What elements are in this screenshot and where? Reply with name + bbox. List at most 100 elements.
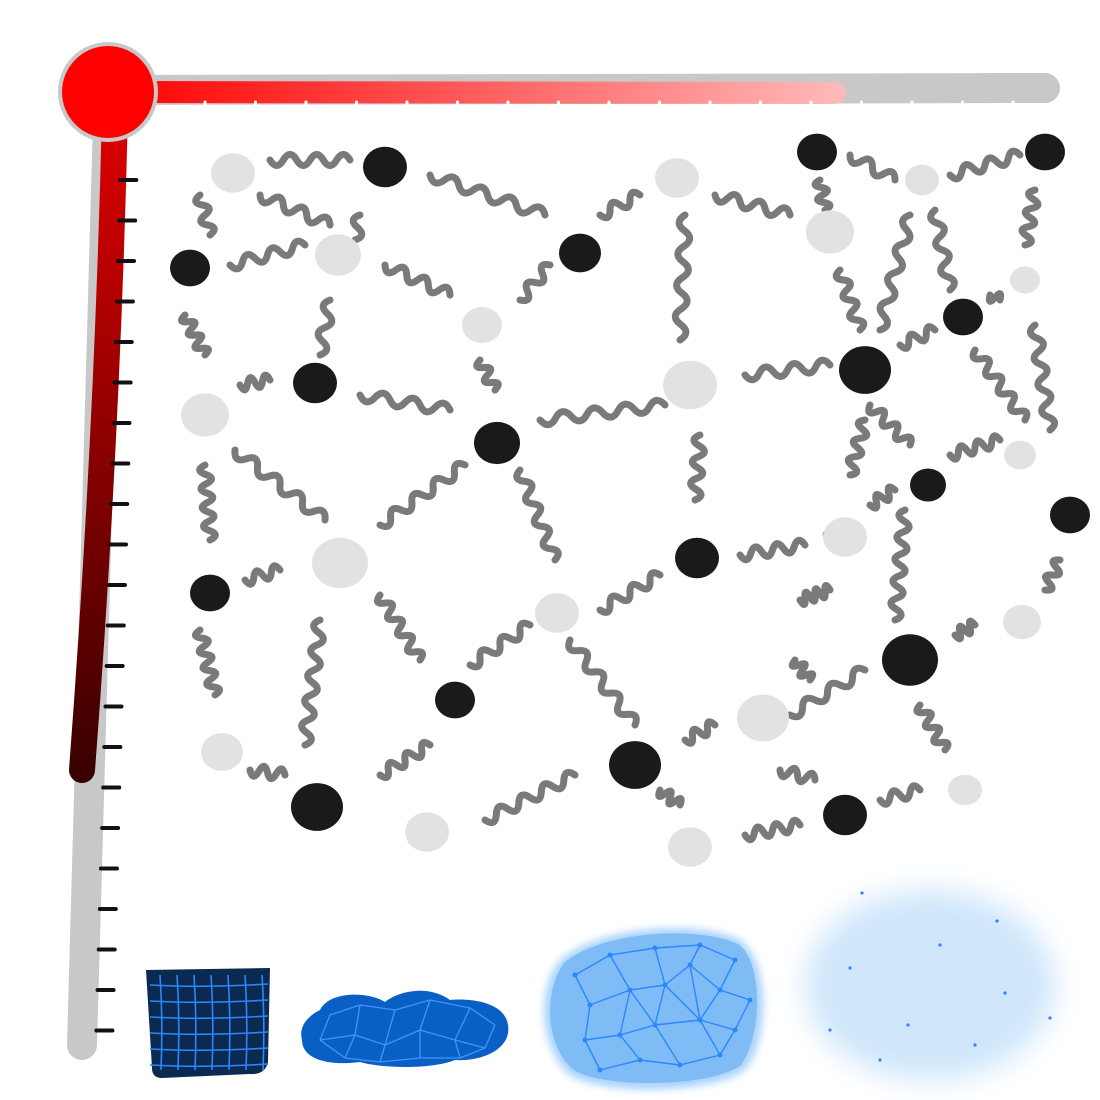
- mesh-edge: [419, 999, 431, 1031]
- crosslink-node: [1050, 496, 1090, 534]
- mesh-edge: [379, 1044, 386, 1063]
- mesh-edge: [584, 1004, 591, 1041]
- free-node: [806, 210, 854, 254]
- triangle-network-mesh: [572, 942, 753, 1073]
- scatter-dot: [1003, 991, 1007, 995]
- mesh-edge: [689, 964, 701, 1021]
- mesh-edge: [689, 964, 721, 991]
- mesh-edge: [319, 1014, 331, 1041]
- mesh-edge: [454, 1039, 486, 1049]
- polymer-chain: [241, 562, 284, 588]
- polymer-chain: [1026, 321, 1059, 434]
- mesh-edge: [719, 959, 736, 991]
- blob-open-triangle-mesh: [543, 928, 764, 1090]
- crosslink-node: [1025, 133, 1065, 171]
- polymer-chain: [985, 290, 1005, 305]
- crosslink-node: [943, 298, 983, 336]
- mesh-edge: [429, 999, 471, 1009]
- mesh-edge: [584, 1039, 601, 1071]
- crosslink-node: [291, 783, 343, 831]
- mesh-edge: [384, 1029, 421, 1046]
- mesh-vertex: [697, 1017, 703, 1023]
- polymer-chain: [516, 260, 554, 305]
- polymer-chain: [349, 211, 366, 244]
- crosslink-node: [474, 421, 520, 465]
- crosslink-node: [823, 794, 867, 836]
- mesh-edge: [699, 1019, 721, 1056]
- polymer-chain: [913, 701, 952, 754]
- blob-sparse-diffuse-cloud: [805, 890, 1055, 1080]
- mesh-vertex: [607, 952, 613, 958]
- polymer-chain: [844, 416, 871, 479]
- mesh-edge: [664, 964, 691, 986]
- polymer-chain: [466, 619, 534, 671]
- mesh-edge: [379, 1057, 421, 1063]
- scattered-dots: [828, 891, 1052, 1062]
- polymer-chain: [846, 151, 899, 184]
- free-node: [663, 360, 717, 410]
- polymer-chain: [786, 664, 869, 721]
- mesh-edge: [619, 1024, 656, 1036]
- free-nodes: [181, 153, 1041, 867]
- free-node: [1010, 266, 1040, 294]
- mesh-vertex: [732, 957, 738, 963]
- mesh-edge: [419, 1029, 456, 1041]
- grid-line: [149, 983, 269, 988]
- free-node: [405, 812, 449, 852]
- free-node: [948, 774, 982, 806]
- blob-open-triangle-mesh-shape: [550, 933, 757, 1084]
- polymer-chain: [513, 466, 562, 564]
- free-node: [1003, 604, 1041, 640]
- polymer-chain: [596, 569, 664, 616]
- polymer-chain: [191, 626, 224, 699]
- mesh-edge: [609, 947, 656, 956]
- free-node: [535, 593, 579, 633]
- crosslink-node: [170, 249, 210, 287]
- polymer-chain: [811, 176, 834, 214]
- mesh-vertex: [637, 1057, 643, 1063]
- grid-line: [159, 974, 163, 1071]
- crosslink-node: [675, 537, 719, 579]
- grid-line: [149, 1047, 269, 1052]
- mesh-vertex: [587, 1002, 593, 1008]
- polymer-chain: [246, 762, 289, 783]
- crosslink-node: [435, 681, 475, 719]
- polymer-chain: [373, 591, 427, 664]
- mesh-edge: [359, 1004, 396, 1011]
- crosslink-node: [797, 133, 837, 171]
- polymer-chain: [1041, 556, 1064, 594]
- polymer-chain: [788, 656, 817, 684]
- grid-line: [210, 974, 214, 1071]
- mesh-edge: [679, 1054, 721, 1066]
- free-node: [737, 694, 789, 742]
- polymer-chain: [896, 323, 939, 352]
- polymer-chain: [876, 782, 924, 808]
- mesh-edge: [609, 954, 631, 991]
- mesh-edge: [719, 989, 751, 1001]
- mesh-edge: [619, 1034, 641, 1061]
- axis-fills: [58, 42, 846, 783]
- scatter-dot: [995, 919, 999, 923]
- polymer-chain: [376, 459, 469, 531]
- polymer-chain: [314, 296, 336, 359]
- polymer-chain: [866, 483, 899, 512]
- mesh-vertex: [652, 1022, 658, 1028]
- polymer-chain: [741, 356, 834, 384]
- polymer-chain: [776, 764, 819, 786]
- scatter-dot: [906, 1023, 910, 1027]
- polymer-chain: [876, 211, 914, 334]
- scatter-dot: [1048, 1016, 1052, 1020]
- free-node: [201, 733, 243, 771]
- mesh-vertex: [582, 1037, 588, 1043]
- mesh-vertex: [572, 972, 578, 978]
- polymer-chain: [951, 617, 979, 643]
- grid-line: [149, 1031, 269, 1036]
- free-node: [1004, 440, 1036, 470]
- polymer-chain: [266, 150, 354, 170]
- polymer-chain: [681, 718, 719, 747]
- polymer-chain: [969, 346, 1031, 424]
- mesh-edge: [454, 1007, 471, 1041]
- polymer-chain: [736, 536, 809, 564]
- polymer-chain: [671, 211, 694, 344]
